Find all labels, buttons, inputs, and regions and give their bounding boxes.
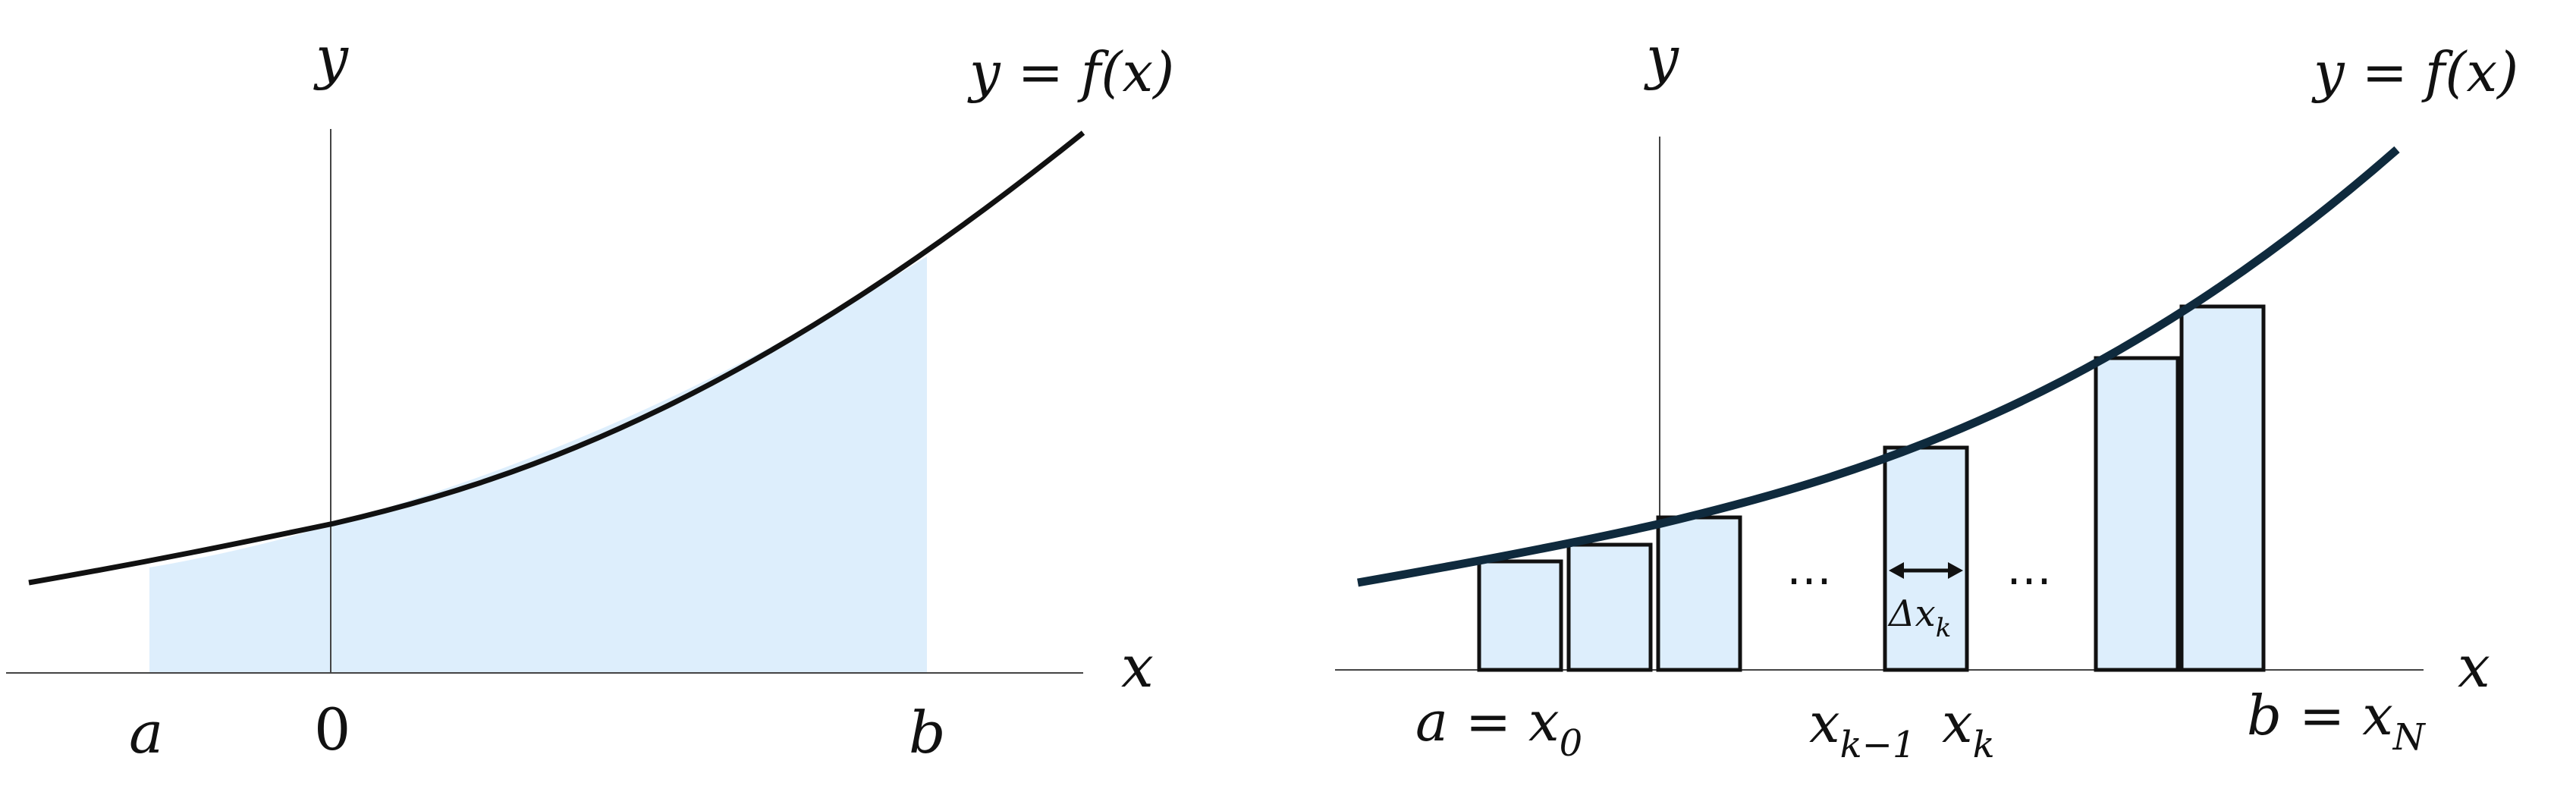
riemann-rectangle xyxy=(1566,542,1653,672)
left-y-axis-label: y xyxy=(313,24,349,91)
left-curve xyxy=(28,130,1085,586)
left-x-axis-label: x xyxy=(1121,633,1154,700)
ellipsis-right: ⋯ xyxy=(2006,554,2052,607)
right-curve xyxy=(1357,146,2400,587)
left-panel: y x y = f(x) a 0 b xyxy=(6,24,1174,766)
ellipsis-left: ⋯ xyxy=(1786,554,1832,607)
right-panel: Δxk ⋯ ⋯ y x y = f(x) a = x0 xk−1 xk b = … xyxy=(1335,24,2518,766)
left-label-b: b xyxy=(909,699,946,766)
riemann-rectangle xyxy=(2094,356,2180,672)
left-label-zero: 0 xyxy=(314,696,350,763)
label-b-equals-xN: b = xN xyxy=(2247,684,2427,759)
right-curve-label: y = f(x) xyxy=(2311,40,2518,104)
riemann-rectangle-k xyxy=(1883,445,1969,672)
riemann-rectangle xyxy=(2179,304,2266,672)
label-x-k-minus-1: xk−1 xyxy=(1809,691,1915,766)
right-y-axis-label: y xyxy=(1644,24,1679,91)
left-curve-label: y = f(x) xyxy=(967,40,1174,104)
riemann-rectangle xyxy=(1656,515,1742,672)
label-a-equals-x0: a = x0 xyxy=(1415,690,1582,765)
delta-x-label: Δxk xyxy=(1887,593,1951,643)
left-label-a: a xyxy=(129,699,163,766)
right-x-axis-label: x xyxy=(2458,633,2490,700)
label-x-k: xk xyxy=(1942,691,1995,766)
delta-x-arrow xyxy=(1889,562,1963,579)
riemann-rectangle xyxy=(1477,559,1563,672)
